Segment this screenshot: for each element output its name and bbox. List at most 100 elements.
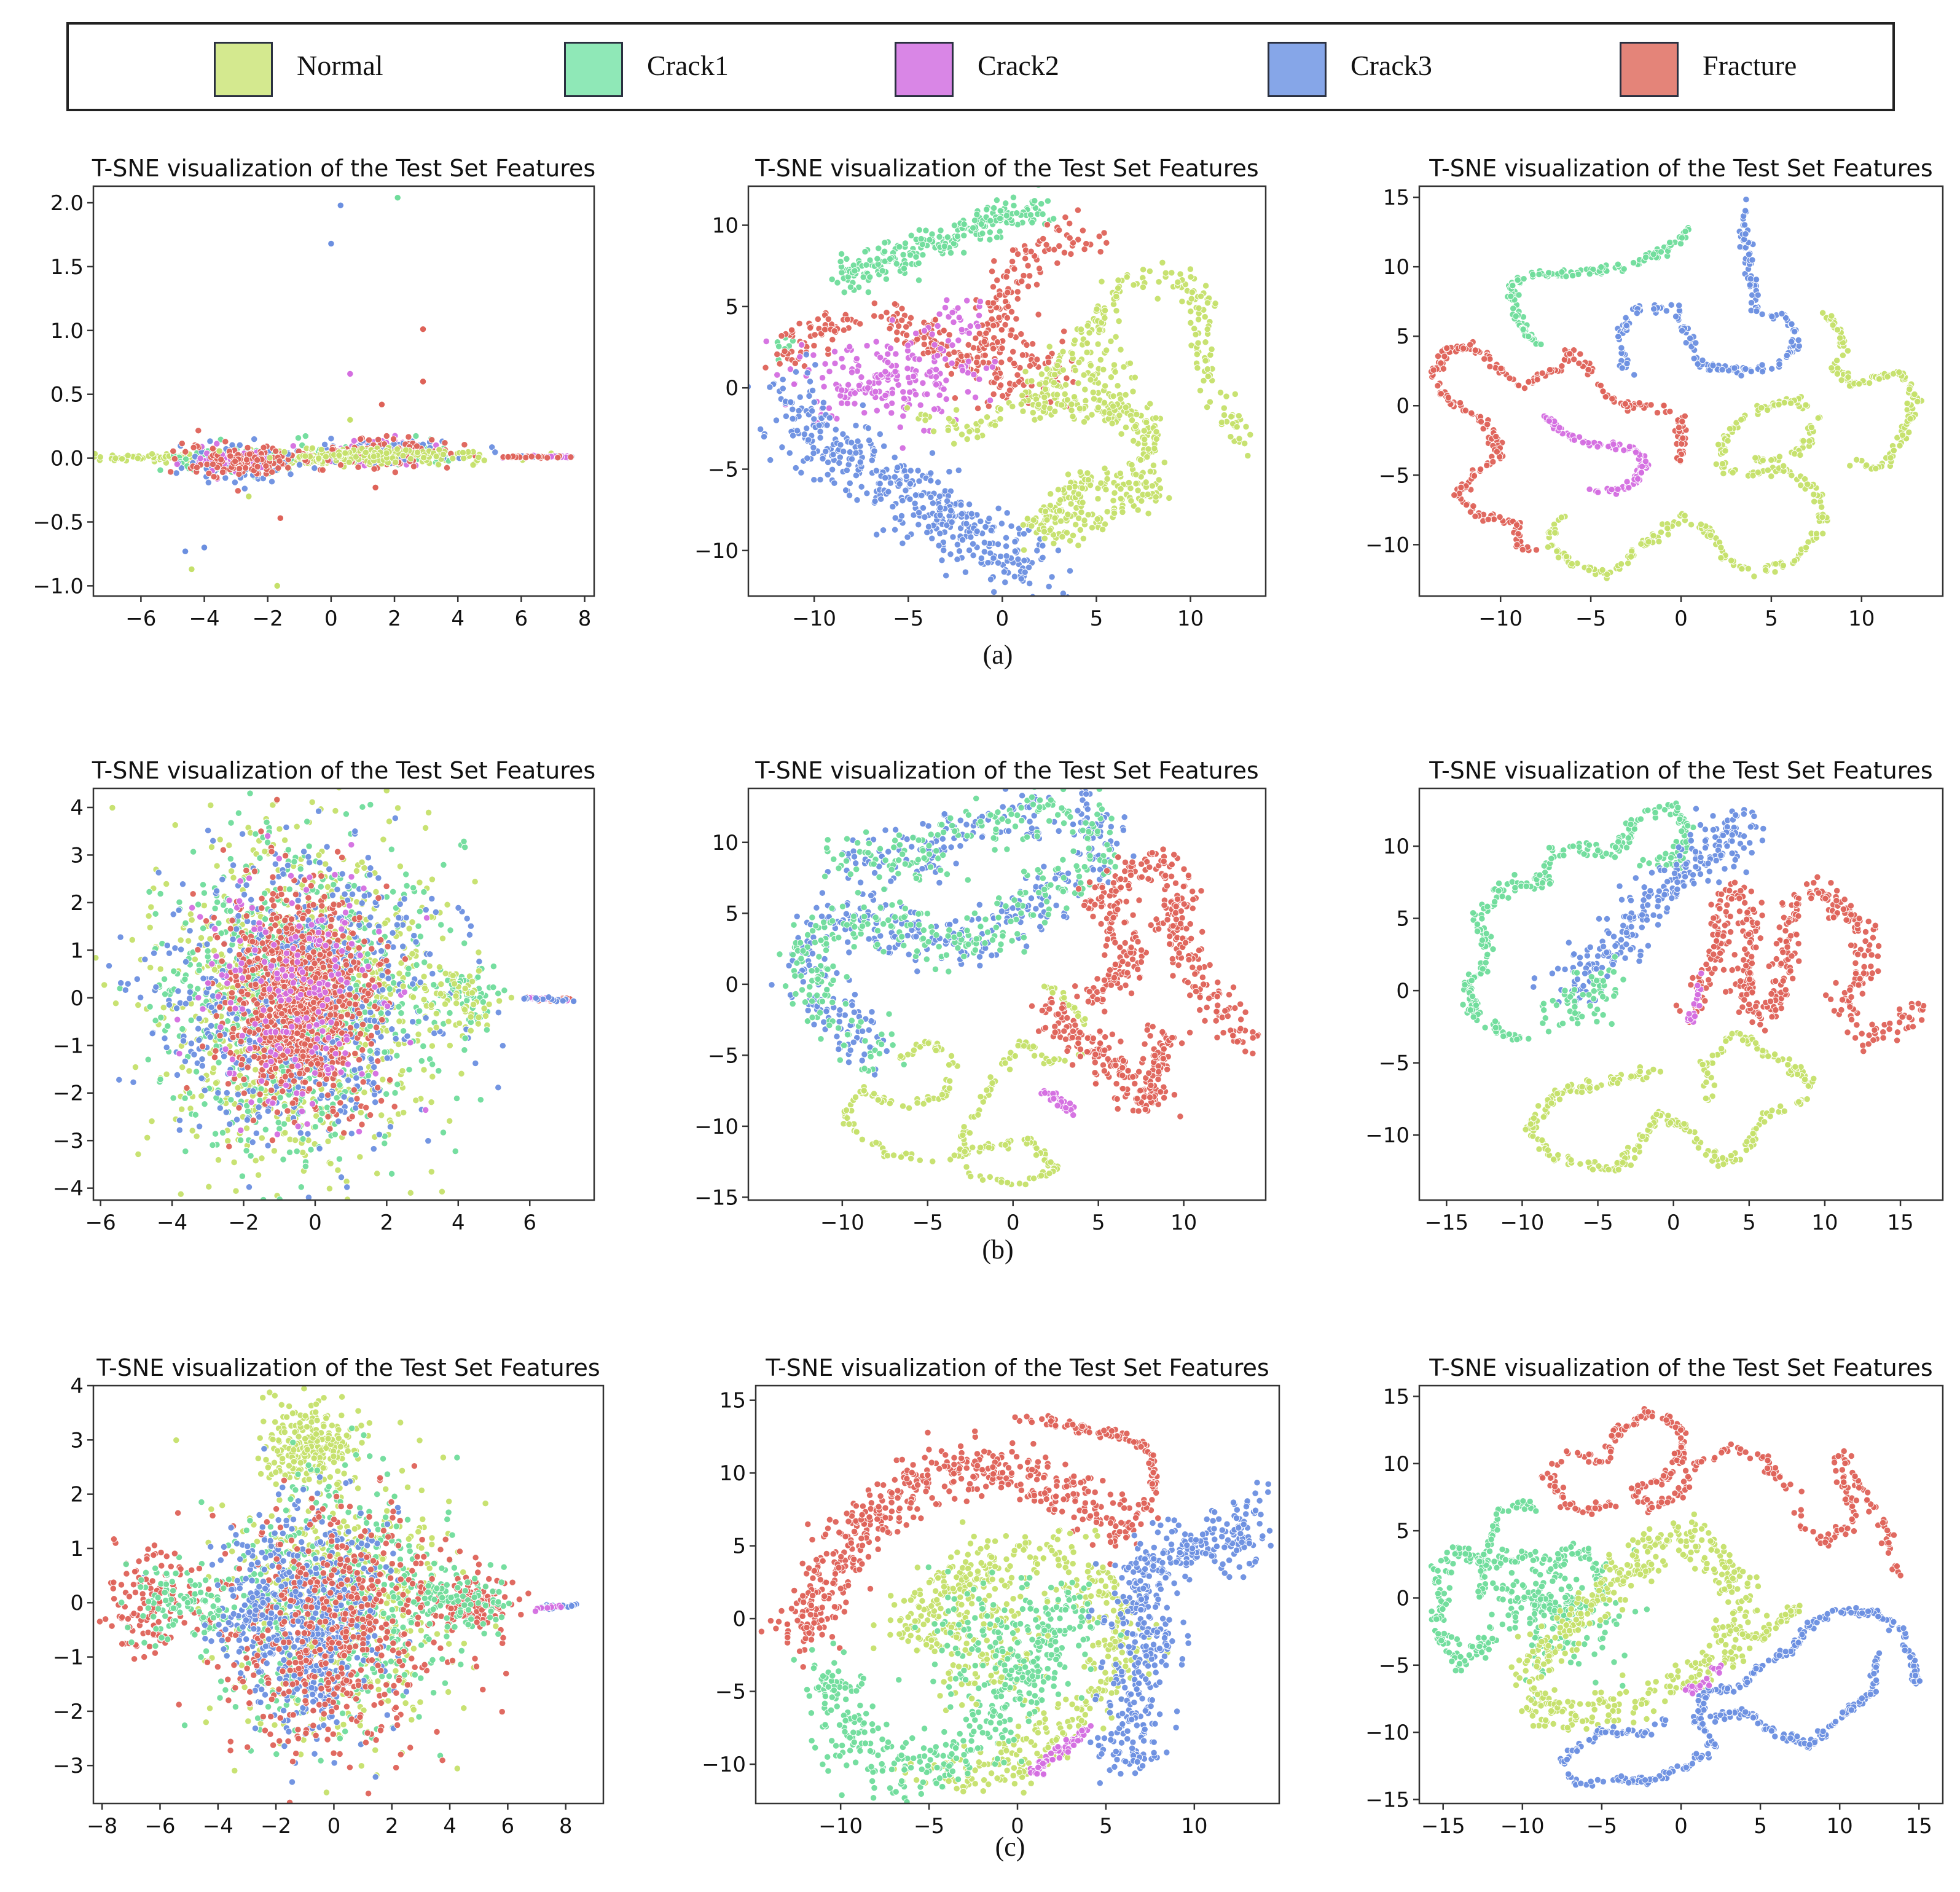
point-normal (1800, 437, 1807, 445)
point-crack3 (918, 492, 925, 499)
point-crack3 (857, 458, 864, 466)
point-fracture (891, 300, 899, 308)
point-crack3 (957, 501, 965, 509)
point-crack3 (977, 517, 984, 525)
point-crack3 (1690, 355, 1698, 363)
point-fracture (171, 455, 179, 463)
point-crack3 (327, 435, 335, 442)
point-crack3 (1795, 342, 1803, 350)
point-normal (1194, 316, 1202, 323)
point-crack2 (877, 354, 884, 361)
point-normal (1856, 380, 1863, 388)
point-crack1 (928, 230, 936, 238)
point-crack1 (851, 267, 858, 275)
point-normal (1818, 503, 1825, 511)
point-crack2 (884, 350, 892, 358)
point-fracture (1679, 418, 1686, 425)
scatter-panel-1: T-SNE visualization of the Test Set Feat… (33, 155, 595, 631)
point-fracture (829, 336, 836, 343)
point-normal (1103, 508, 1111, 516)
point-normal (1094, 495, 1102, 503)
point-fracture (814, 315, 821, 323)
point-crack2 (837, 392, 844, 399)
legend-swatch-crack3 (1268, 42, 1327, 97)
point-normal (1059, 366, 1067, 374)
point-normal (318, 446, 325, 453)
point-fracture (1029, 340, 1037, 348)
point-normal (1914, 398, 1921, 406)
point-crack3 (779, 385, 786, 392)
point-crack3 (1788, 320, 1795, 328)
point-normal (1551, 529, 1559, 536)
point-crack1 (1003, 212, 1011, 219)
point-crack2 (855, 382, 863, 390)
point-normal (124, 452, 131, 459)
point-crack2 (919, 379, 927, 387)
point-normal (1061, 390, 1068, 398)
point-crack1 (1010, 202, 1017, 210)
point-fracture (1467, 341, 1474, 348)
point-normal (1115, 317, 1123, 325)
point-crack3 (936, 530, 944, 537)
point-crack3 (789, 406, 796, 413)
point-normal (1202, 339, 1209, 346)
point-crack3 (887, 479, 895, 487)
point-crack3 (805, 436, 812, 444)
y-tick-label: −10 (1365, 533, 1409, 557)
point-crack3 (1021, 557, 1028, 564)
point-fracture (1002, 321, 1009, 329)
point-normal (1142, 479, 1150, 486)
point-fracture (871, 312, 878, 320)
point-crack3 (1623, 359, 1631, 367)
point-normal (379, 1076, 386, 1083)
point-fracture (1451, 492, 1458, 499)
point-fracture (276, 457, 283, 465)
point-normal (1047, 490, 1054, 498)
point-normal (134, 455, 141, 462)
point-crack3 (819, 455, 826, 463)
point-normal (1865, 379, 1873, 387)
point-fracture (931, 316, 939, 323)
point-crack3 (936, 511, 944, 519)
point-crack3 (947, 507, 955, 514)
point-normal (1076, 526, 1084, 534)
point-normal (1019, 407, 1027, 415)
point-normal (399, 452, 407, 460)
point-crack3 (832, 426, 839, 433)
scatter-panel-4: T-SNE visualization of the Test Set Feat… (53, 757, 595, 1235)
point-crack3 (927, 477, 935, 484)
point-crack3 (1776, 360, 1783, 368)
point-fracture (1462, 407, 1469, 414)
y-tick-label: −1.0 (33, 574, 84, 599)
point-normal (1063, 529, 1071, 536)
point-crack3 (1676, 302, 1683, 309)
point-fracture (1660, 402, 1668, 409)
point-fracture (1100, 229, 1108, 237)
y-tick-label: −5 (1379, 463, 1409, 488)
point-fracture (951, 348, 958, 356)
point-normal (230, 1158, 238, 1166)
point-normal (1241, 440, 1249, 447)
point-fracture (428, 436, 436, 444)
point-crack3 (1745, 251, 1753, 258)
point-fracture (985, 402, 992, 410)
x-tick-label: 2 (388, 606, 401, 631)
point-normal (1075, 490, 1083, 498)
point-normal (1544, 543, 1552, 551)
y-tick-label: 0.0 (50, 447, 84, 471)
point-normal (1664, 531, 1672, 538)
x-tick-label: 4 (451, 606, 465, 631)
point-normal (1059, 348, 1067, 355)
point-crack3 (896, 480, 903, 488)
point-normal (216, 447, 223, 455)
point-normal (1192, 331, 1199, 339)
point-fracture (372, 484, 379, 492)
point-crack2 (986, 396, 994, 404)
point-normal (281, 448, 288, 456)
point-crack2 (1556, 424, 1563, 431)
point-fracture (1539, 369, 1546, 377)
point-normal (945, 415, 953, 423)
point-normal (1187, 319, 1194, 327)
point-normal (1726, 425, 1734, 433)
point-crack2 (838, 387, 845, 394)
